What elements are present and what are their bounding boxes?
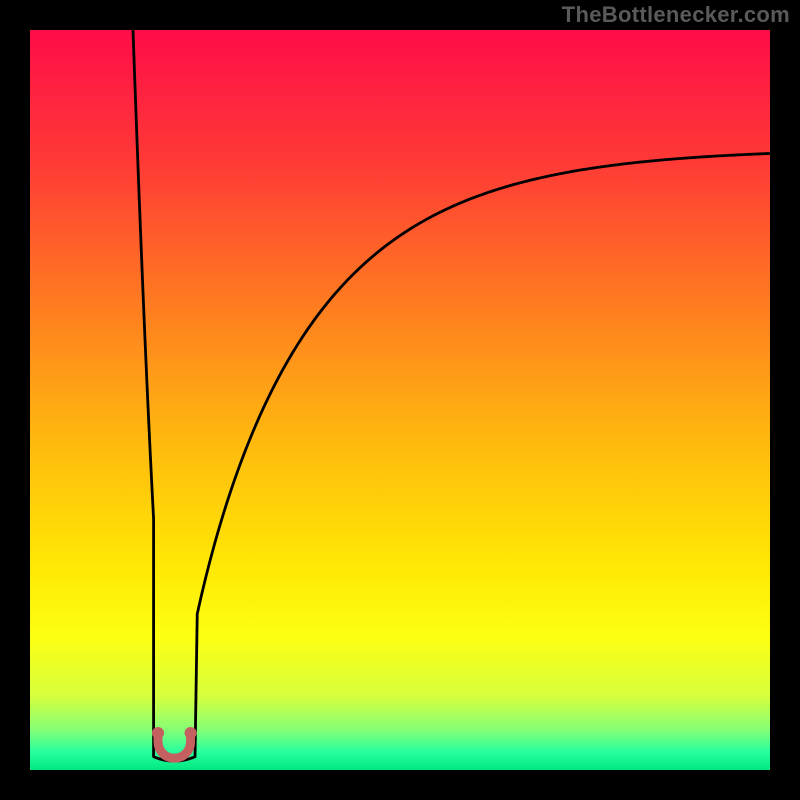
- watermark-text: TheBottlenecker.com: [562, 2, 790, 28]
- optimal-marker-dot-right: [185, 727, 197, 739]
- chart-frame: TheBottlenecker.com: [0, 0, 800, 800]
- optimal-marker-dot-left: [152, 727, 164, 739]
- bottleneck-chart: [30, 30, 770, 770]
- gradient-background: [30, 30, 770, 770]
